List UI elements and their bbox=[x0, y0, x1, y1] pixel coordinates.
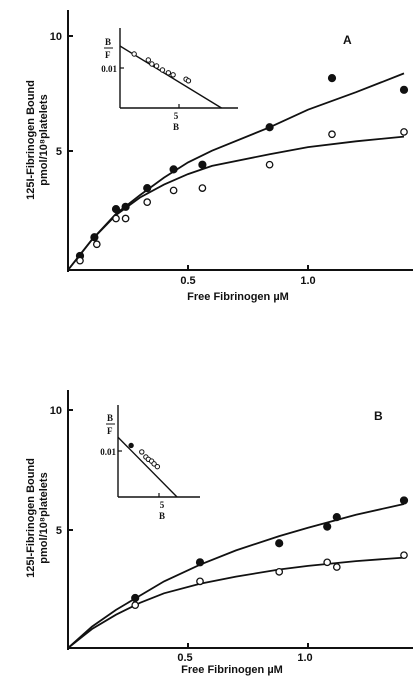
panel-a-inset-regression-line bbox=[119, 45, 222, 109]
panel-a-point-filled-2 bbox=[111, 205, 121, 214]
panel-a-inset-point-0 bbox=[131, 51, 137, 57]
panel-b-point-filled-0 bbox=[131, 593, 140, 603]
panel-a: 125I-Fibrinogen Bound pmol/10⁸platelets … bbox=[25, 10, 413, 303]
panel-b-point-filled-1 bbox=[195, 558, 205, 567]
panel-a-label: A bbox=[343, 33, 352, 47]
panel-a-inset-point-6 bbox=[170, 72, 176, 78]
panel-b-point-open-5 bbox=[400, 551, 408, 560]
panel-a-ylabel-line1: 125I-Fibrinogen Bound bbox=[25, 80, 37, 200]
panel-a-point-open-7 bbox=[265, 160, 274, 169]
panel-a-point-filled-6 bbox=[198, 160, 207, 169]
panel-a-point-open-6 bbox=[198, 184, 207, 192]
panel-b-inset-point-0 bbox=[128, 442, 134, 449]
panel-b-series-group bbox=[67, 496, 409, 649]
panel-b-point-open-2 bbox=[275, 567, 284, 576]
panel-b-inset-point-1 bbox=[139, 449, 145, 455]
panel-b-inset-ylabel-top: B bbox=[107, 413, 113, 423]
panel-b-inset-regression-line bbox=[117, 436, 178, 498]
panel-a-inset-point-5 bbox=[165, 70, 172, 76]
panel-a-point-open-8 bbox=[328, 130, 336, 139]
panel-a-inset-point-4 bbox=[159, 67, 166, 73]
panel-a-xtick-1.0: 1.0 bbox=[300, 275, 315, 287]
panel-a-point-open-1 bbox=[92, 240, 101, 249]
panel-a-fit-curve-open bbox=[67, 135, 405, 271]
panel-a-inset-point-1 bbox=[145, 57, 152, 63]
panel-b-xtick-1.0: 1.0 bbox=[297, 652, 312, 664]
panel-a-ytick-10: 10 bbox=[50, 31, 62, 43]
panel-b-inset: B F 0.01 5 B bbox=[100, 405, 200, 521]
panel-a-point-open-0 bbox=[76, 256, 84, 265]
panel-b-inset-xtick: 5 bbox=[160, 500, 165, 510]
panel-b-inset-ylabel-bottom: F bbox=[107, 426, 113, 436]
panel-b-xlabel: Free Fibrinogen µM bbox=[181, 664, 283, 676]
panel-a-point-filled-4 bbox=[143, 184, 152, 193]
panel-a-fit-curve-filled bbox=[67, 72, 405, 271]
panel-b-ytick-5: 5 bbox=[56, 525, 62, 537]
panel-b: 125I-Fibrinogen Bound pmol/10⁸platelets … bbox=[25, 390, 413, 676]
panel-a-inset-xtick: 5 bbox=[174, 111, 179, 121]
panel-b-point-filled-2 bbox=[275, 539, 284, 548]
panel-a-inset-ylabel-bottom: F bbox=[105, 50, 111, 60]
panel-b-point-filled-4 bbox=[332, 513, 341, 522]
panel-a-point-open-5 bbox=[169, 186, 178, 195]
panel-b-xtick-0.5: 0.5 bbox=[177, 652, 192, 664]
panel-a-point-open-9 bbox=[400, 128, 408, 136]
panel-b-ylabel-line1: 125I-Fibrinogen Bound bbox=[25, 458, 37, 578]
panel-a-series-group bbox=[67, 72, 409, 271]
panel-a-point-open-3 bbox=[121, 214, 130, 223]
panel-a-point-filled-7 bbox=[265, 123, 274, 132]
panel-b-inset-xlabel: B bbox=[159, 511, 165, 521]
panel-b-ylabel-line2: pmol/10⁸platelets bbox=[38, 472, 50, 563]
panel-b-point-open-0 bbox=[131, 601, 140, 610]
panel-a-inset-xlabel: B bbox=[173, 122, 179, 132]
panel-a-inset-point-3 bbox=[153, 63, 160, 69]
panel-a-inset-point-2 bbox=[149, 61, 155, 67]
panel-a-inset: B F 0.01 5 B bbox=[101, 28, 238, 132]
panel-b-point-open-1 bbox=[196, 577, 204, 586]
panel-a-inset-point-8 bbox=[185, 78, 192, 84]
panel-b-inset-point-6 bbox=[154, 463, 161, 470]
panel-b-ytick-10: 10 bbox=[50, 405, 62, 417]
panel-b-point-filled-5 bbox=[399, 496, 409, 505]
panel-b-inset-marks bbox=[117, 436, 178, 498]
panel-b-ylabel: 125I-Fibrinogen Bound pmol/10⁸platelets bbox=[25, 458, 50, 578]
panel-a-inset-ylabel-top: B bbox=[105, 37, 111, 47]
panel-a-point-filled-5 bbox=[169, 165, 178, 174]
panel-b-point-open-3 bbox=[323, 558, 332, 567]
panel-b-inset-ytick: 0.01 bbox=[100, 447, 116, 457]
panel-a-xtick-0.5: 0.5 bbox=[180, 275, 195, 287]
panel-a-point-filled-9 bbox=[399, 85, 409, 94]
panel-b-label: B bbox=[374, 409, 383, 423]
panel-a-xlabel: Free Fibrinogen µM bbox=[187, 291, 289, 303]
panel-a-inset-ytick: 0.01 bbox=[101, 64, 117, 74]
panel-a-ylabel-line2: pmol/10⁸platelets bbox=[38, 94, 50, 185]
panel-a-point-filled-8 bbox=[327, 74, 337, 83]
panel-b-point-filled-3 bbox=[323, 522, 332, 531]
panel-b-inset-point-5 bbox=[151, 461, 157, 467]
panel-a-point-open-2 bbox=[112, 214, 120, 223]
panel-b-fit-curve-open bbox=[67, 556, 405, 649]
panel-a-ylabel: 125I-Fibrinogen Bound pmol/10⁸platelets bbox=[25, 80, 50, 200]
panel-a-inset-marks bbox=[119, 45, 222, 109]
panel-b-point-open-4 bbox=[332, 563, 341, 571]
panel-a-ytick-5: 5 bbox=[56, 146, 62, 158]
panel-a-point-open-4 bbox=[143, 198, 152, 206]
